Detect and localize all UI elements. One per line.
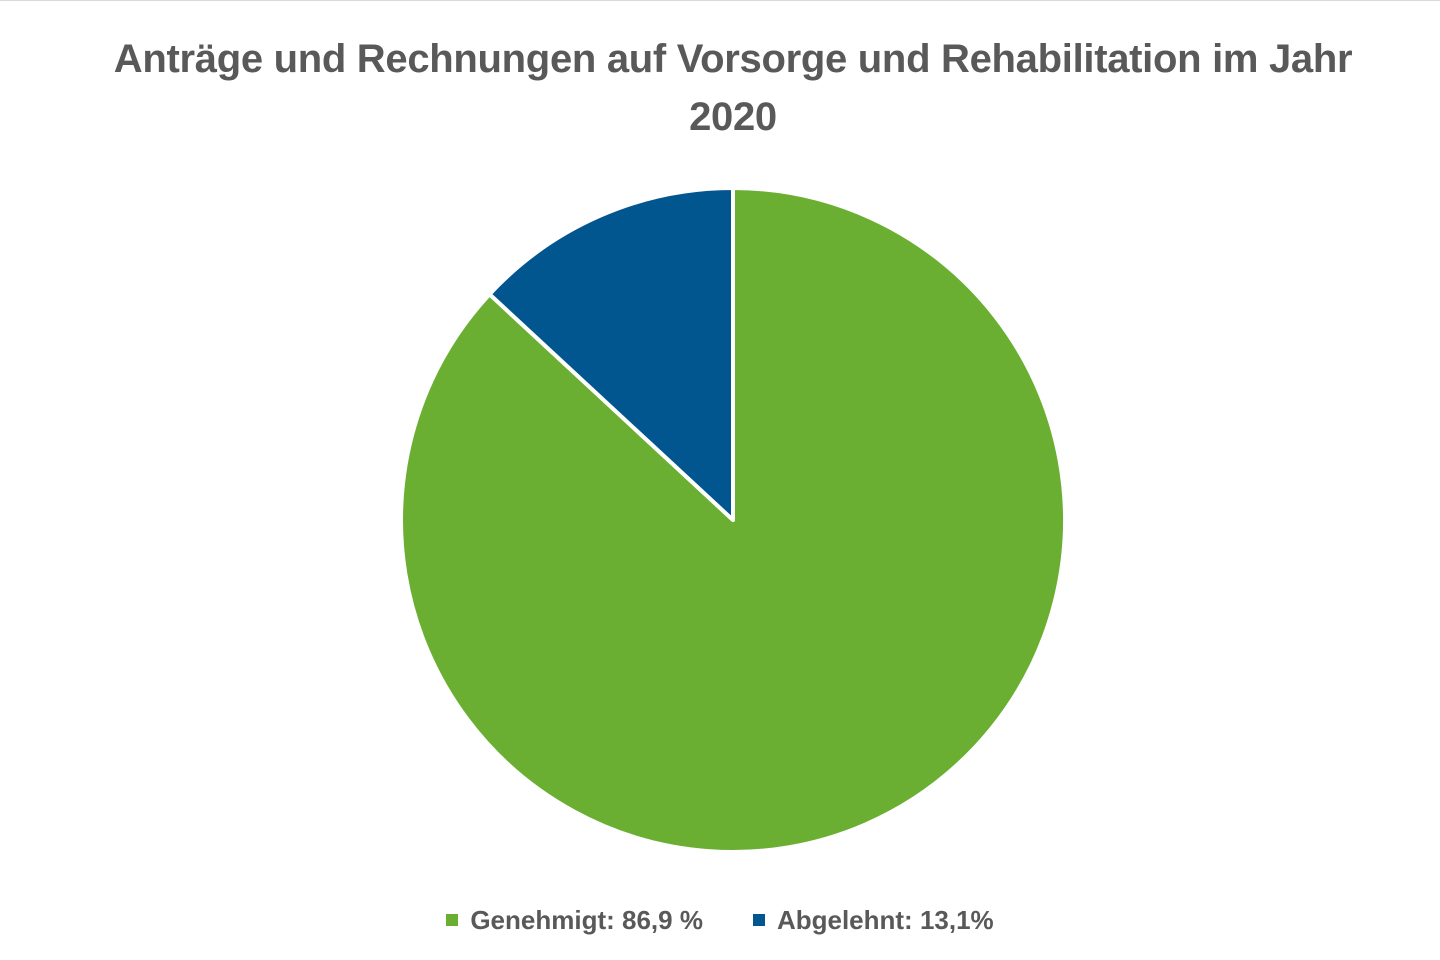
top-border — [0, 0, 1440, 1]
legend-label-genehmigt: Genehmigt: 86,9 % — [470, 905, 703, 935]
chart-legend: Genehmigt: 86,9 % Abgelehnt: 13,1% — [0, 900, 1440, 940]
legend-item-abgelehnt: Abgelehnt: 13,1% — [752, 900, 994, 940]
chart-title-line-2: 2020 — [689, 95, 777, 139]
legend-label-abgelehnt: Abgelehnt: 13,1% — [776, 905, 994, 935]
legend-swatch-abgelehnt — [752, 914, 765, 926]
chart-title: Anträge und Rechnungen auf Vorsorge und … — [40, 30, 1426, 146]
chart-title-line-1: Anträge und Rechnungen auf Vorsorge und … — [113, 37, 1353, 81]
pie-slice-abgelehnt[interactable] — [487, 186, 735, 522]
legend-swatch-genehmigt — [446, 914, 459, 926]
legend-item-genehmigt: Genehmigt: 86,9 % — [446, 900, 703, 940]
